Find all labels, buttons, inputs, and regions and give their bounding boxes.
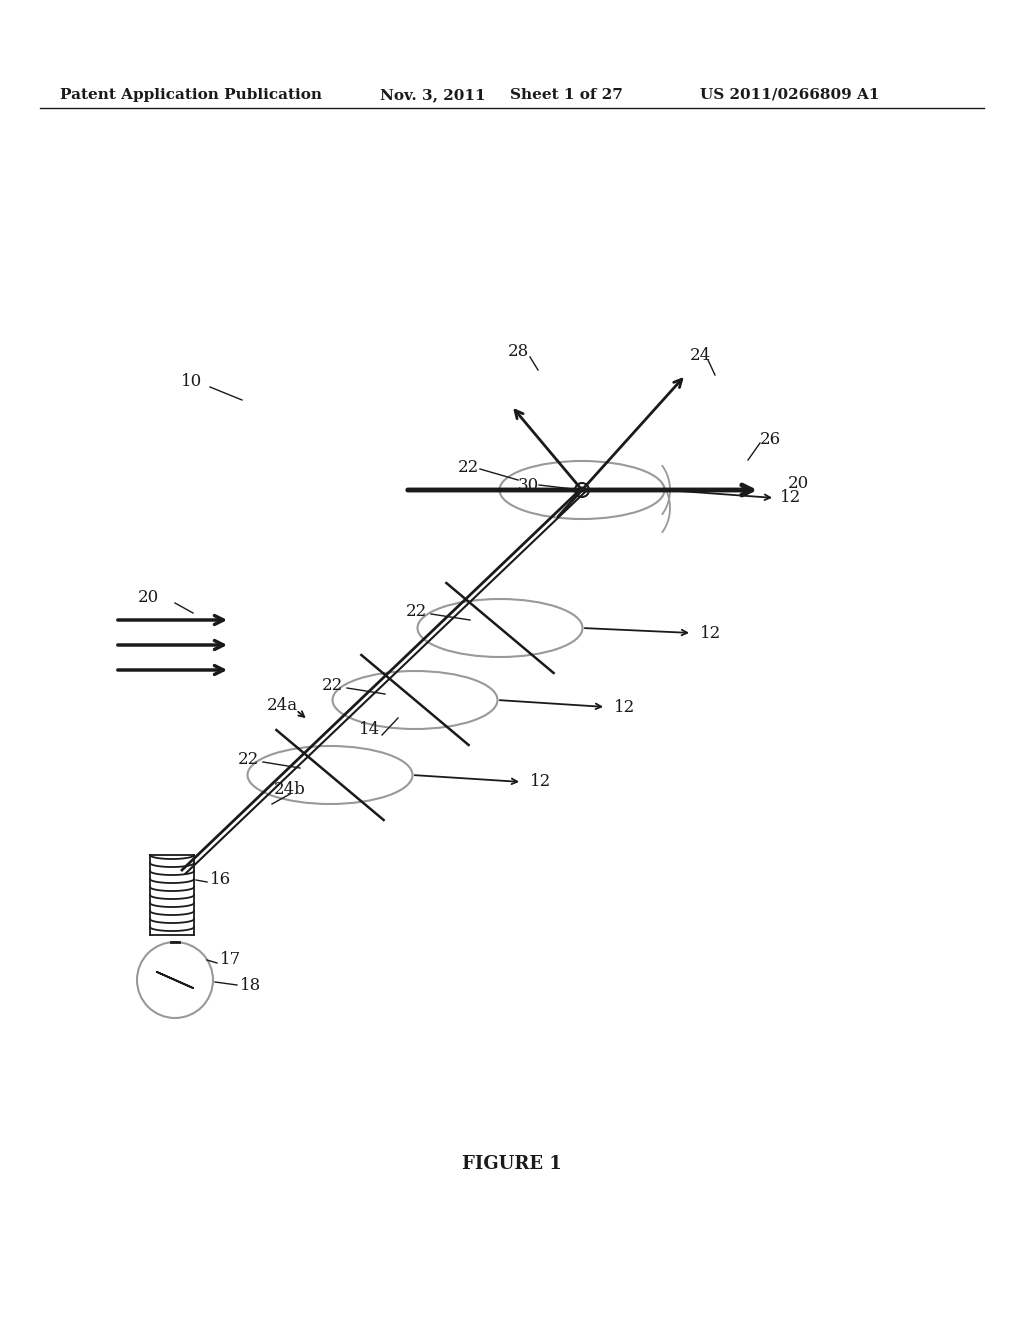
Text: 24a: 24a bbox=[266, 697, 298, 714]
Text: 20: 20 bbox=[137, 590, 159, 606]
Text: 14: 14 bbox=[359, 722, 381, 738]
Text: 16: 16 bbox=[210, 871, 231, 888]
Text: Patent Application Publication: Patent Application Publication bbox=[60, 88, 322, 102]
Text: 20: 20 bbox=[788, 474, 809, 491]
Text: 24: 24 bbox=[689, 346, 711, 363]
Text: 12: 12 bbox=[780, 490, 801, 507]
Text: Sheet 1 of 27: Sheet 1 of 27 bbox=[510, 88, 623, 102]
Text: US 2011/0266809 A1: US 2011/0266809 A1 bbox=[700, 88, 880, 102]
Text: 22: 22 bbox=[406, 603, 427, 620]
Text: 10: 10 bbox=[181, 374, 203, 391]
Text: FIGURE 1: FIGURE 1 bbox=[462, 1155, 562, 1173]
Text: 22: 22 bbox=[458, 459, 478, 477]
Text: 30: 30 bbox=[517, 477, 539, 494]
Text: 26: 26 bbox=[760, 432, 780, 449]
Text: 24b: 24b bbox=[274, 781, 306, 799]
Text: 22: 22 bbox=[238, 751, 259, 768]
Text: 18: 18 bbox=[240, 977, 261, 994]
Text: 28: 28 bbox=[507, 343, 528, 360]
Text: Nov. 3, 2011: Nov. 3, 2011 bbox=[380, 88, 485, 102]
Text: 12: 12 bbox=[614, 698, 635, 715]
Text: 12: 12 bbox=[700, 624, 721, 642]
Text: 17: 17 bbox=[220, 952, 242, 969]
Text: 22: 22 bbox=[322, 677, 343, 694]
Text: 12: 12 bbox=[530, 774, 551, 791]
